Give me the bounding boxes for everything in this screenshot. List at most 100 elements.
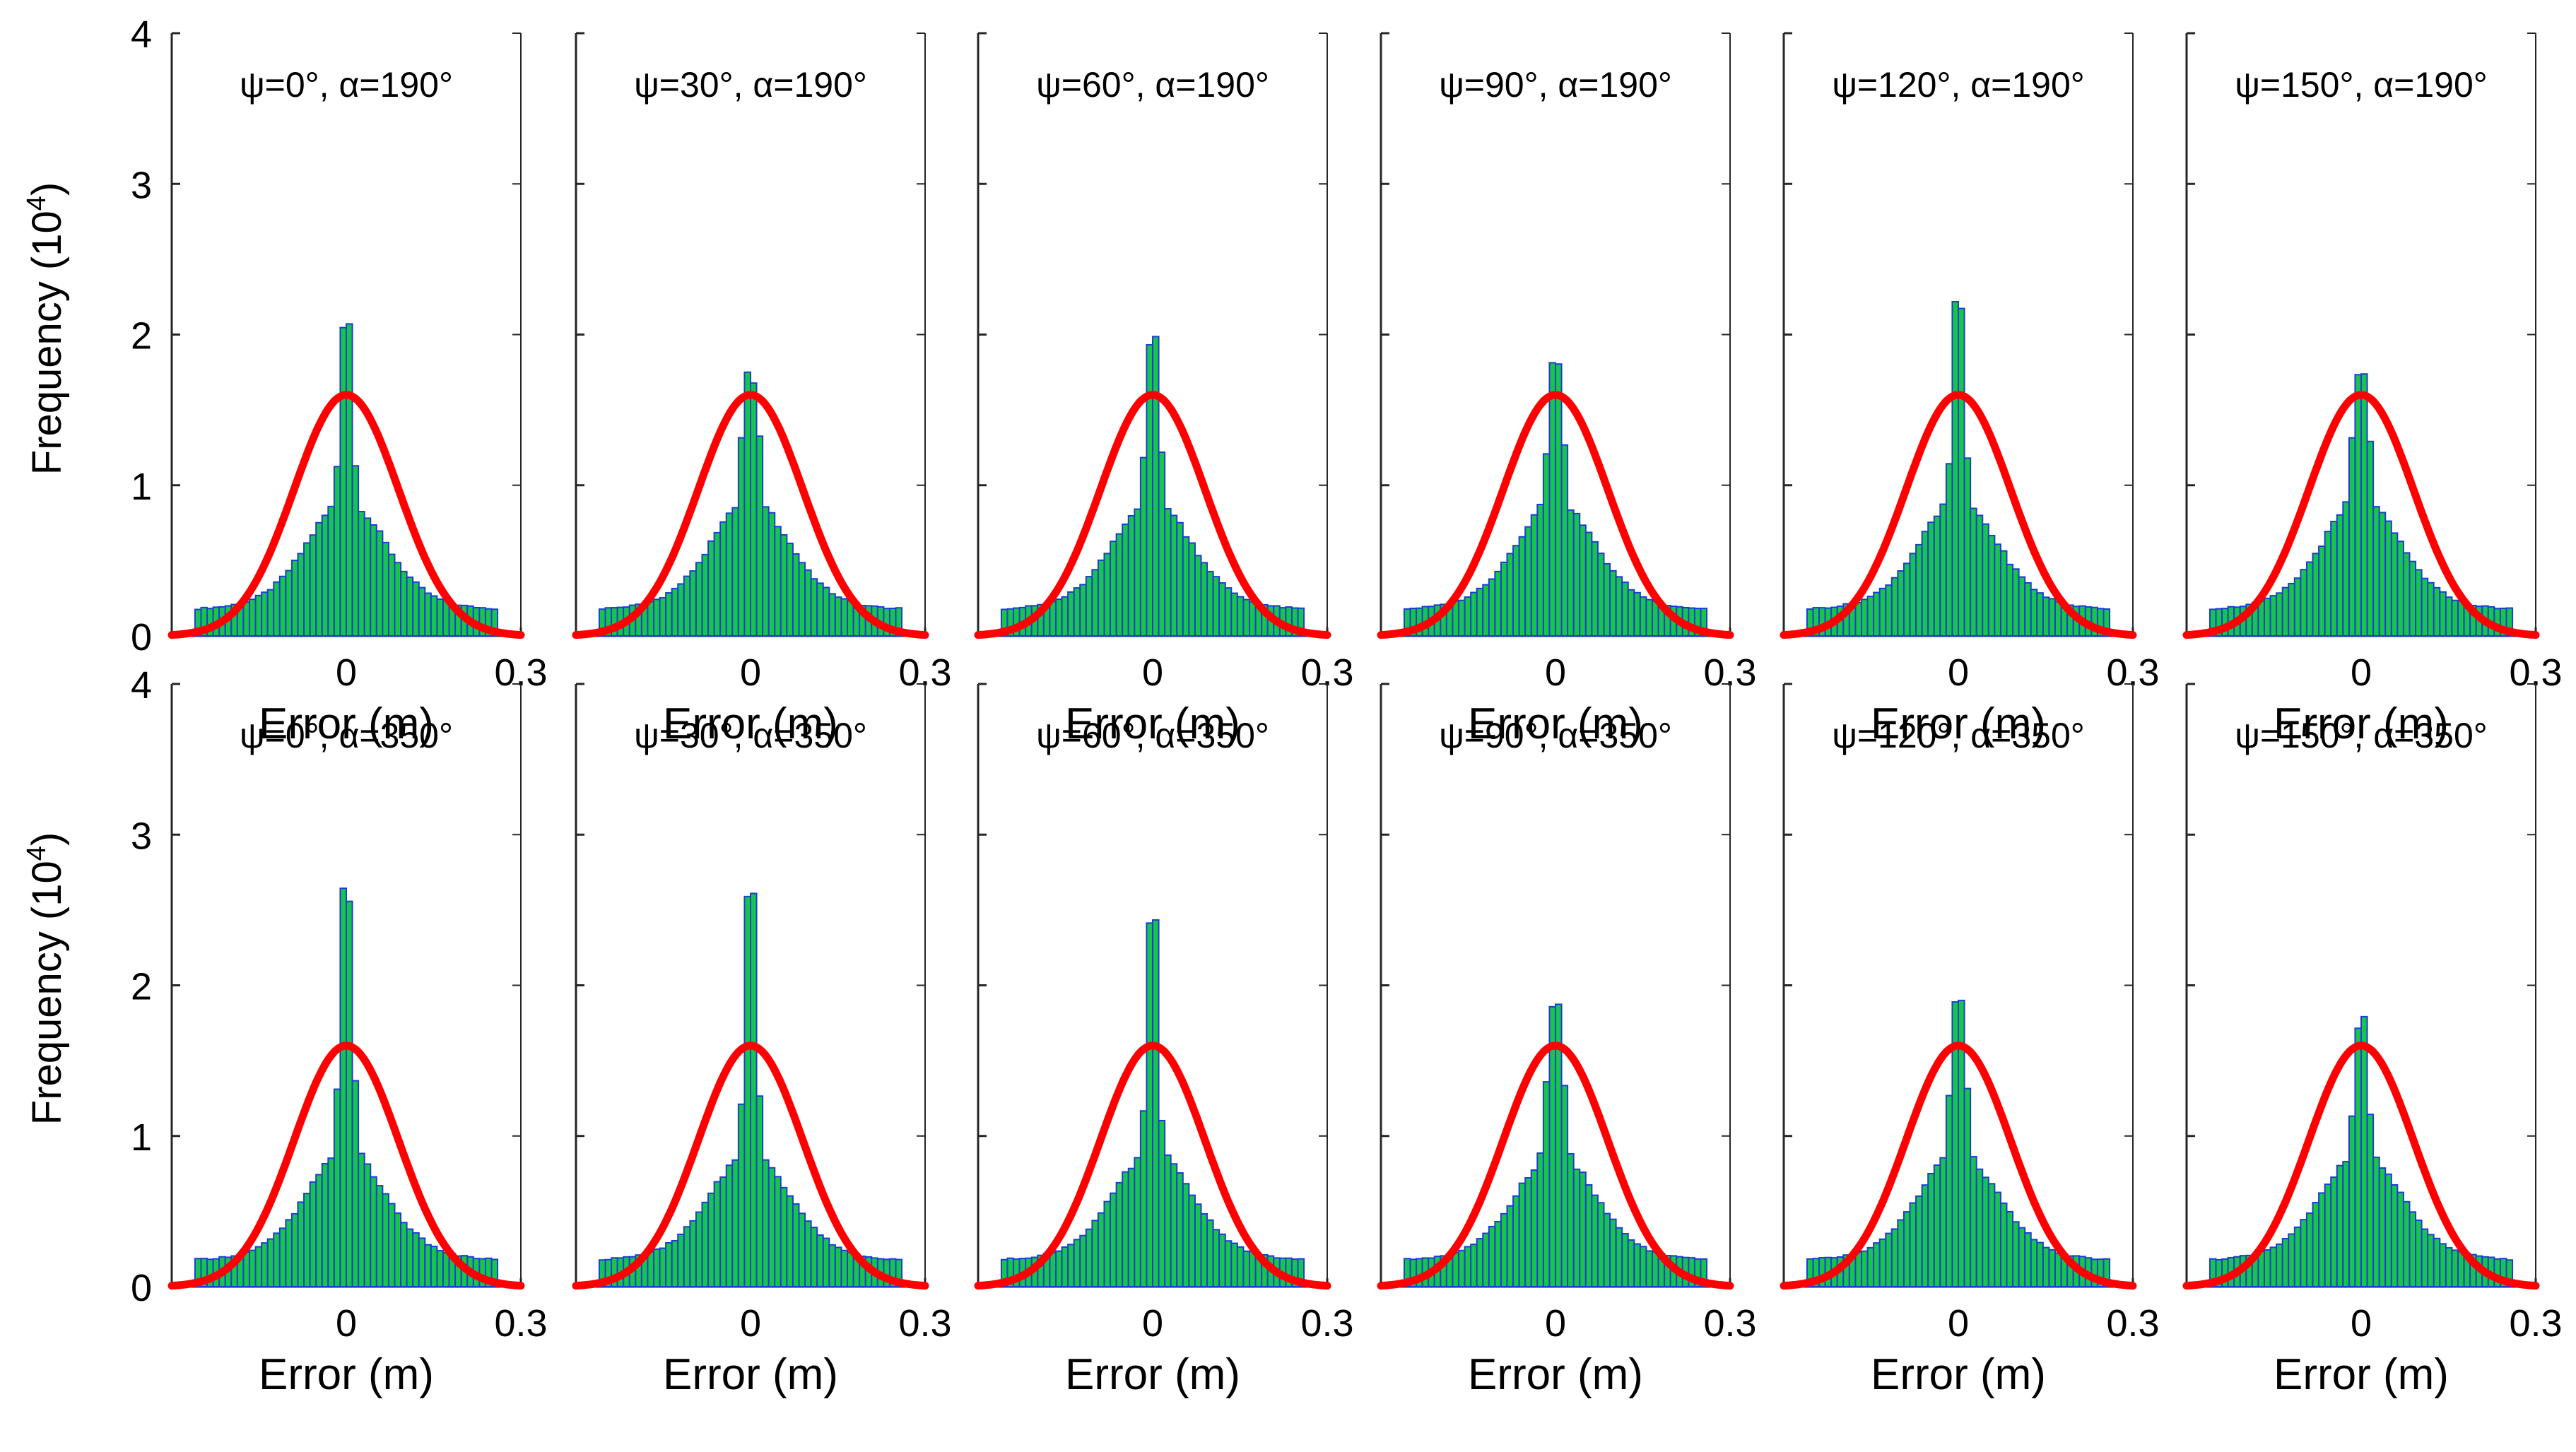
gaussian-fit-curve xyxy=(1377,1041,1734,1290)
histogram-bar xyxy=(2269,1246,2278,1288)
histogram-bar xyxy=(1915,1195,1923,1287)
histogram-bar xyxy=(382,1193,389,1288)
histogram-bar xyxy=(315,1174,323,1287)
histogram-bar xyxy=(309,534,317,637)
histogram-bar xyxy=(713,531,722,637)
histogram-bar xyxy=(1224,1240,1233,1287)
gaussian-fit-curve xyxy=(974,391,1331,639)
histogram-bar xyxy=(1512,1195,1520,1287)
histogram-bar xyxy=(1994,1191,2001,1287)
histogram-bar xyxy=(1621,582,1629,637)
histogram-bar xyxy=(1524,526,1532,637)
histogram-bar xyxy=(2354,374,2362,637)
histogram-bar xyxy=(1470,1244,1478,1288)
gaussian-fit-curve xyxy=(974,1041,1331,1290)
histogram-bar xyxy=(387,553,396,637)
panel-title: ψ=120°, α=190° xyxy=(1832,65,2085,105)
histogram-bar xyxy=(1854,601,1862,637)
histogram-bar xyxy=(713,1181,722,1287)
histogram-bar xyxy=(1103,1200,1112,1288)
histogram-bar xyxy=(1134,1157,1141,1288)
histogram-bar xyxy=(382,541,389,637)
histogram-bar xyxy=(1488,1225,1496,1287)
histogram-panel: 0 0.3ψ=150°, α=350°Error (m) xyxy=(2182,683,2563,1399)
x-tick-label: 0 xyxy=(1948,1302,1969,1345)
histogram-bar xyxy=(418,1237,426,1287)
histogram-bar xyxy=(1878,587,1887,637)
histogram-bar xyxy=(2024,582,2032,637)
histogram-bar xyxy=(1512,545,1520,637)
x-tick-label: 0 xyxy=(1948,651,1969,694)
x-axis-label: Error (m) xyxy=(2274,700,2449,748)
x-tick-label: 0 xyxy=(336,651,357,694)
histogram-bar xyxy=(2312,553,2320,637)
histogram-bar xyxy=(2288,582,2295,637)
histogram-bar xyxy=(2402,552,2411,637)
histogram-bar xyxy=(671,1239,679,1288)
histogram-bar xyxy=(303,1193,311,1288)
histogram-bar xyxy=(1146,343,1154,637)
histogram-bar xyxy=(2281,1238,2290,1288)
histogram-bar xyxy=(1146,922,1154,1287)
x-tick-label: 0.3 xyxy=(2106,1302,2159,1345)
histogram-bar xyxy=(2318,1192,2326,1287)
histogram-bar xyxy=(363,517,372,637)
y-axis-label-text: Frequency (10 xyxy=(24,861,70,1125)
histogram-bar xyxy=(266,1238,275,1287)
histogram-bar xyxy=(1182,1183,1190,1288)
gaussian-fit-curve xyxy=(167,391,525,639)
histogram-bar xyxy=(285,1219,293,1287)
y-axis-label-exponent: 4 xyxy=(22,196,52,211)
histogram-bar xyxy=(1091,569,1099,637)
histogram-bar xyxy=(659,596,667,637)
histogram-bar xyxy=(2042,1246,2050,1288)
histogram-bar xyxy=(1873,1242,1881,1287)
histogram-bar xyxy=(1987,534,1996,637)
histogram-bar xyxy=(707,540,715,637)
histogram-bar xyxy=(647,601,654,637)
histogram-bar xyxy=(1103,553,1112,637)
histogram-bar xyxy=(1567,509,1575,637)
histogram-bar xyxy=(1560,444,1569,637)
histogram-bar xyxy=(1182,536,1190,637)
histogram-bar xyxy=(1188,1194,1196,1288)
histogram-bar xyxy=(2324,531,2332,637)
x-tick-label: 0 xyxy=(1545,651,1566,694)
histogram-bar xyxy=(1560,1085,1569,1288)
histogram-bar xyxy=(1994,543,2001,637)
histogram-bar xyxy=(1939,503,1947,637)
histogram-bar xyxy=(1085,576,1093,637)
histogram-bar xyxy=(261,591,269,637)
histogram-bar xyxy=(1982,1176,1989,1288)
histogram-bar xyxy=(1049,601,1057,637)
y-axis-label-row2: Frequency (104) xyxy=(22,832,70,1125)
histogram-bar xyxy=(755,435,764,637)
histogram-bar xyxy=(1464,596,1472,637)
histogram-bar xyxy=(701,1201,710,1287)
histogram-bar xyxy=(1555,363,1563,637)
y-axis-label-close: ) xyxy=(24,182,70,196)
histogram-bar xyxy=(1982,523,1989,637)
x-tick-label: 0.3 xyxy=(1703,1302,1756,1345)
panel-title: ψ=60°, α=190° xyxy=(1036,65,1269,105)
histogram-bar xyxy=(1639,1246,1647,1287)
histogram-bar xyxy=(2439,591,2447,637)
histogram-bar xyxy=(363,1163,372,1287)
x-axis-label: Error (m) xyxy=(2274,1350,2449,1399)
x-tick-label: 0 xyxy=(2351,651,2372,694)
gaussian-fit-curve xyxy=(2182,391,2540,639)
histogram-bar xyxy=(1500,1212,1508,1287)
histogram-bar xyxy=(1970,1156,1977,1287)
histogram-bar xyxy=(707,1192,715,1288)
histogram-bar xyxy=(2366,440,2375,637)
histogram-bar xyxy=(1542,453,1551,637)
histogram-bar xyxy=(1085,1228,1093,1287)
histogram-bar xyxy=(1452,1251,1459,1287)
histogram-bar xyxy=(273,1232,281,1287)
histogram-bar xyxy=(315,521,323,637)
histogram-bar xyxy=(2427,582,2435,637)
panel-title: ψ=90°, α=190° xyxy=(1439,65,1672,105)
histogram-bar xyxy=(840,598,849,637)
histogram-bar xyxy=(1297,607,1305,637)
histogram-bar xyxy=(339,326,348,637)
